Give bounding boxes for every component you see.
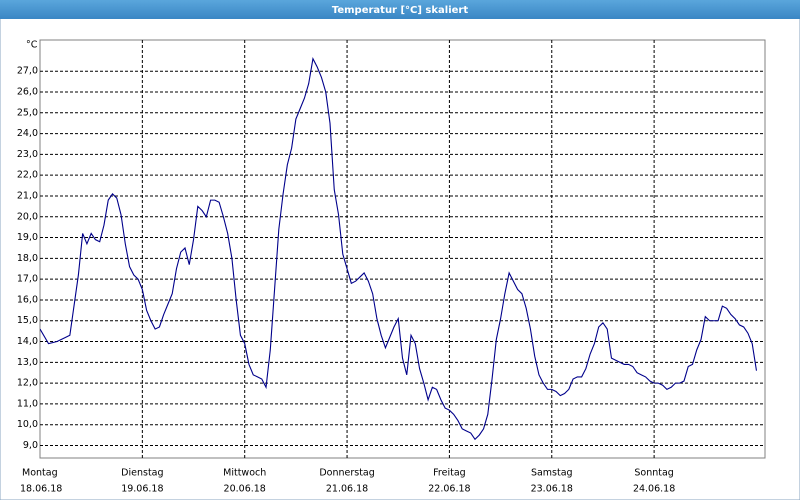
x-tick-date: 18.06.18 — [20, 484, 62, 495]
y-tick-label: 16,0 — [17, 294, 38, 305]
y-tick-label: 25,0 — [17, 107, 38, 118]
x-tick-date: 22.06.18 — [428, 484, 470, 495]
y-tick-label: 11,0 — [17, 398, 38, 409]
y-tick-label: 20,0 — [17, 211, 38, 222]
x-tick-date: 21.06.18 — [326, 484, 368, 495]
x-tick-date: 24.06.18 — [633, 484, 675, 495]
y-tick-label: 18,0 — [17, 253, 38, 264]
y-tick-label: 27,0 — [17, 66, 38, 77]
x-tick-label: Dienstag — [121, 468, 163, 479]
window-title: Temperatur [°C] skaliert — [332, 5, 469, 16]
x-tick-label: Sonntag — [634, 468, 673, 479]
x-tick-label: Mittwoch — [223, 468, 266, 479]
x-tick-label: Montag — [22, 468, 58, 479]
plot-area — [39, 39, 766, 459]
x-tick-label: Freitag — [433, 468, 466, 479]
y-tick-label: 24,0 — [17, 128, 38, 139]
y-unit: °C — [26, 40, 38, 51]
y-tick-label: 13,0 — [17, 357, 38, 368]
y-tick-label: 23,0 — [17, 149, 38, 160]
x-tick-date: 23.06.18 — [531, 484, 573, 495]
y-tick-label: 9,0 — [23, 440, 38, 451]
data-line — [40, 57, 758, 441]
x-tick-date: 19.06.18 — [121, 484, 163, 495]
y-tick-label: 17,0 — [17, 274, 38, 285]
y-tick-label: 14,0 — [17, 336, 38, 347]
y-tick-label: 15,0 — [17, 315, 38, 326]
y-tick-label: 19,0 — [17, 232, 38, 243]
y-tick-label: 12,0 — [17, 378, 38, 389]
y-tick-label: 10,0 — [17, 419, 38, 430]
x-tick-label: Samstag — [531, 468, 573, 479]
y-tick-label: 22,0 — [17, 170, 38, 181]
x-tick-date: 20.06.18 — [224, 484, 266, 495]
x-tick-label: Donnerstag — [319, 468, 374, 479]
y-tick-label: 26,0 — [17, 86, 38, 97]
y-tick-label: 21,0 — [17, 190, 38, 201]
title-bar — [0, 0, 800, 19]
